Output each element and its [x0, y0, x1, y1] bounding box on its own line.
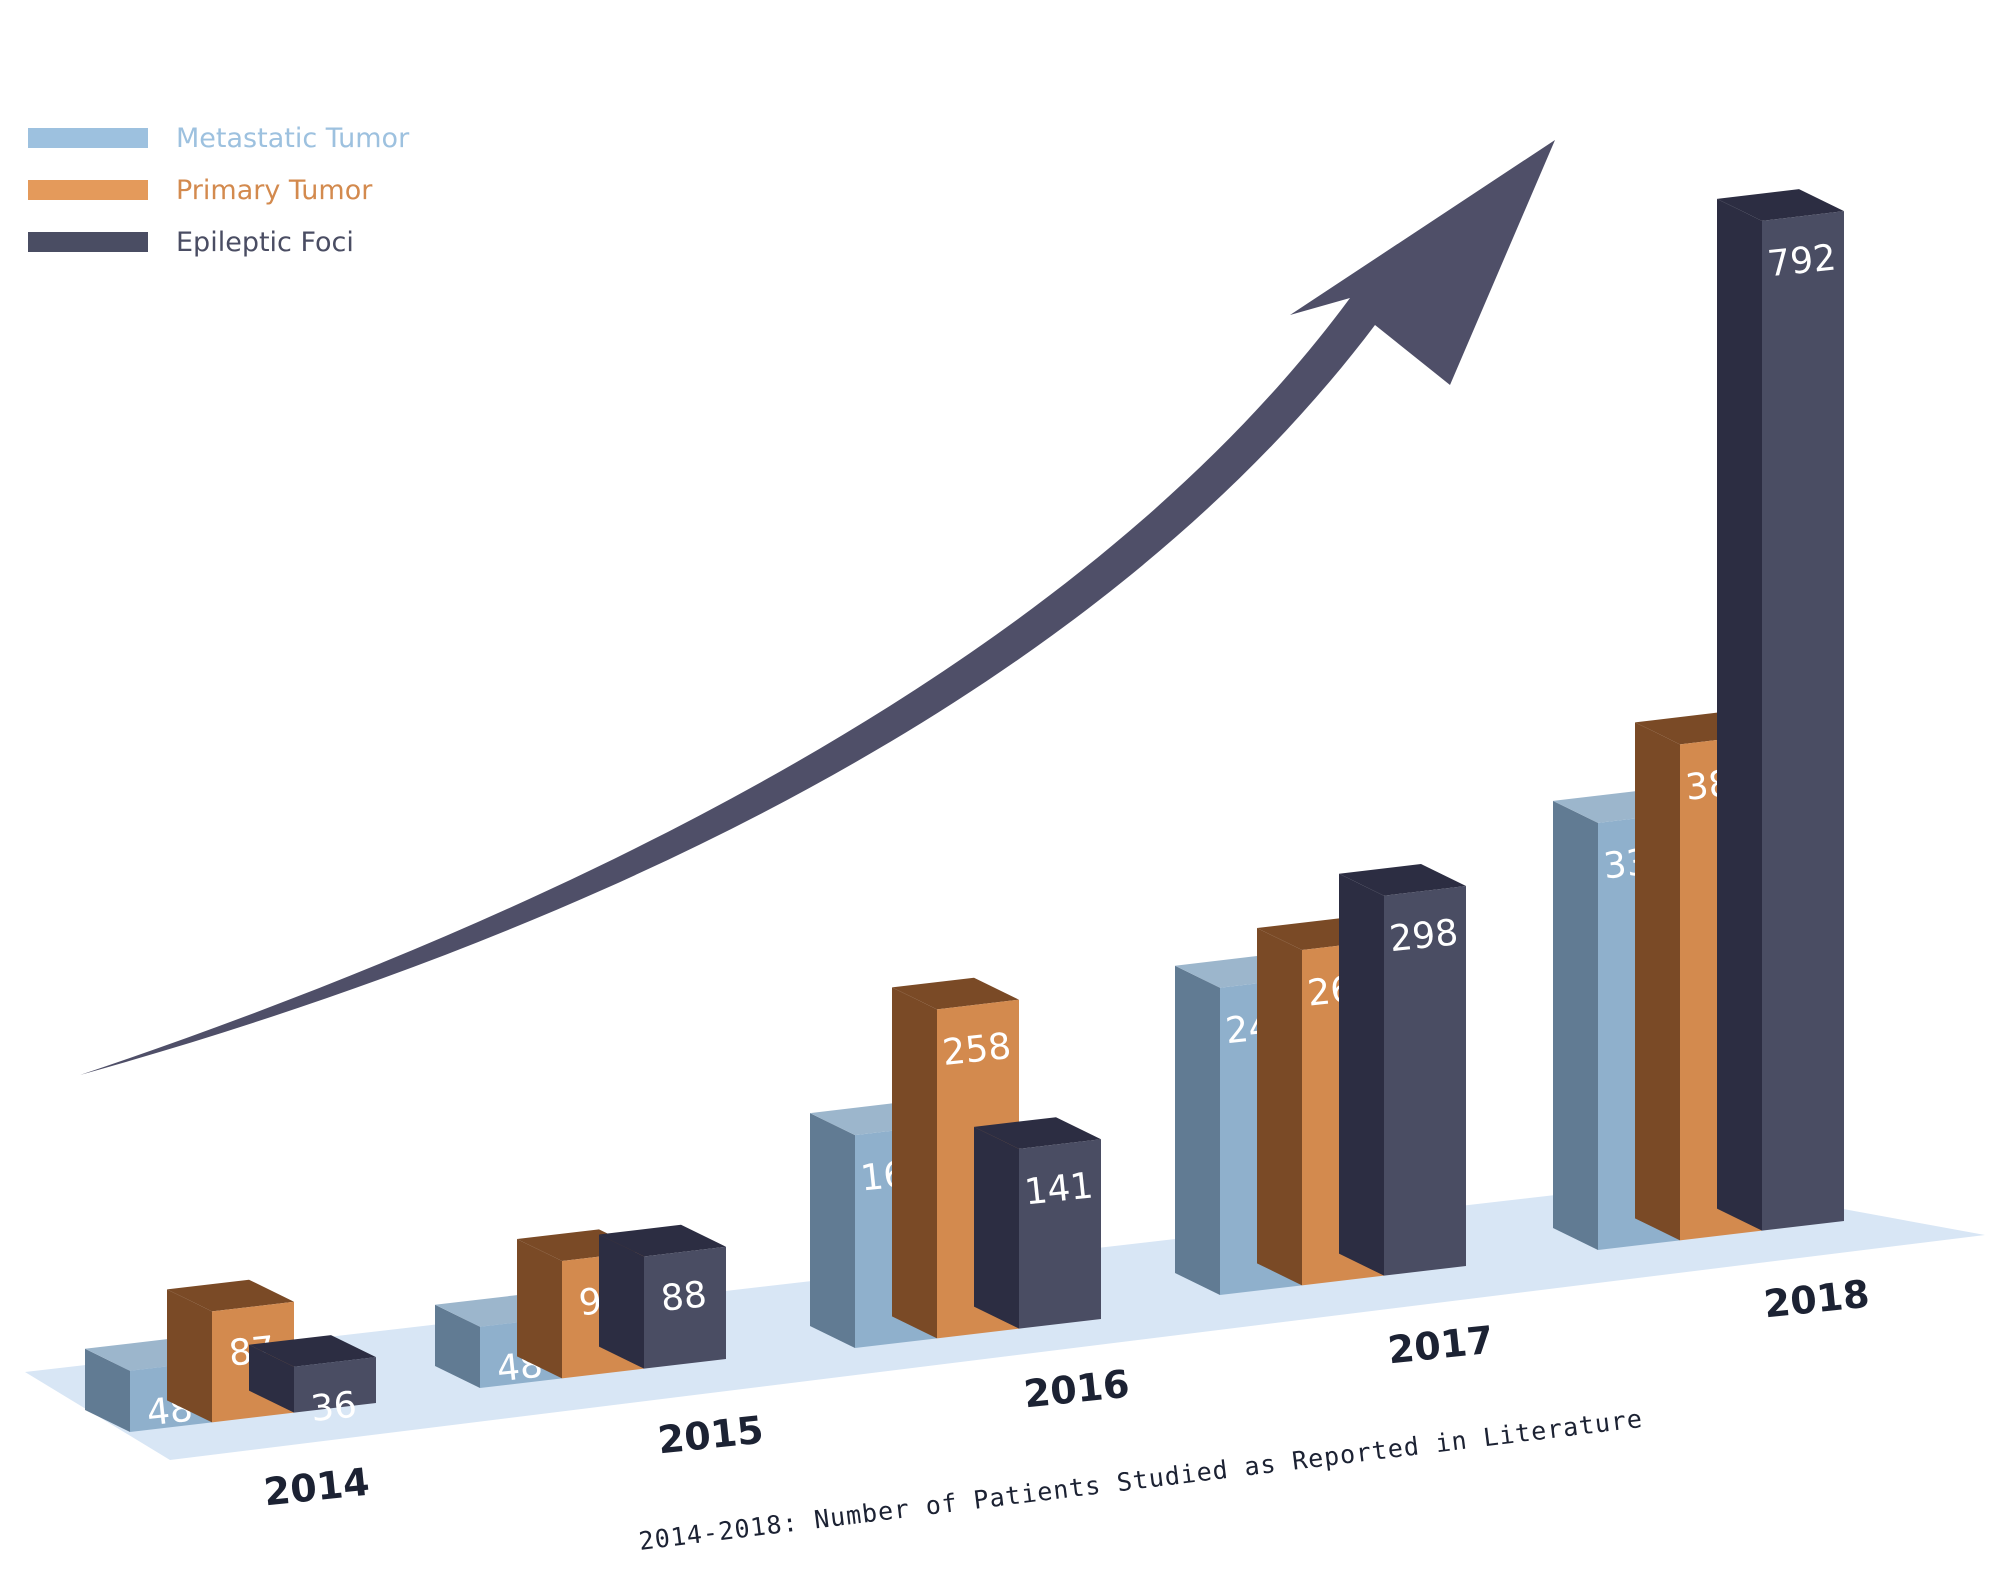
bar-side-face [1175, 965, 1220, 1295]
bar-front-face [1019, 1139, 1101, 1329]
bar-side-face [810, 1113, 855, 1348]
legend-item-primary: Primary Tumor [28, 164, 409, 216]
bar-value-label: 141 [1022, 1165, 1095, 1213]
bar-side-face [517, 1239, 562, 1379]
bar-value-label: 258 [940, 1026, 1013, 1074]
legend-item-metastatic: Metastatic Tumor [28, 112, 409, 164]
bar-side-face [1635, 722, 1680, 1241]
bar-top-face [599, 1224, 726, 1257]
bar-side-face [1257, 927, 1302, 1286]
bar-top-face [167, 1279, 294, 1312]
bar-top-face [1339, 864, 1466, 896]
year-labels: 2014 2015 2016 2017 2018 [262, 1272, 1872, 1515]
bar-side-face [1553, 800, 1598, 1250]
bar-front-face [294, 1357, 376, 1413]
bar-side-face [167, 1289, 212, 1423]
bar-2017-epileptic-foci: 298 [1339, 864, 1466, 1276]
year-label-2015: 2015 [656, 1408, 766, 1463]
legend-label-epileptic: Epileptic Foci [176, 226, 354, 258]
year-label-2018: 2018 [1762, 1272, 1872, 1327]
bar-top-face [974, 1117, 1101, 1149]
bar-side-face [249, 1344, 294, 1413]
year-label-2017: 2017 [1386, 1318, 1496, 1373]
chart-caption: 2014-2018: Number of Patients Studied as… [637, 1404, 1644, 1556]
bar-2016-epileptic-foci: 141 [974, 1117, 1101, 1329]
bar-2014-epileptic-foci: 36 [249, 1335, 376, 1430]
bar-front-face [644, 1246, 726, 1369]
bar-top-face [1717, 189, 1844, 221]
bar-2018-epileptic-foci: 792 [1717, 189, 1844, 1231]
bar-side-face [599, 1234, 644, 1369]
legend-item-epileptic: Epileptic Foci [28, 216, 409, 268]
bar-top-face [892, 977, 1019, 1010]
bar-side-face [1339, 873, 1384, 1276]
bar-side-face [85, 1348, 130, 1432]
bar-2015-epileptic-foci: 88 [599, 1224, 726, 1369]
bar-value-label: 298 [1387, 912, 1460, 960]
bars-group: 488736489288167258141241263298335389792 [85, 189, 1844, 1434]
bar-value-label: 36 [309, 1385, 359, 1431]
year-label-2016: 2016 [1022, 1362, 1132, 1417]
bar-front-face [1762, 211, 1844, 1231]
bar-value-label: 792 [1765, 237, 1838, 285]
bar-side-face [974, 1126, 1019, 1329]
bar-side-face [892, 987, 937, 1339]
bar-side-face [1717, 198, 1762, 1231]
legend-swatch-primary [28, 180, 148, 200]
legend-swatch-epileptic [28, 232, 148, 252]
year-label-2014: 2014 [262, 1460, 372, 1515]
legend-label-primary: Primary Tumor [176, 174, 373, 206]
legend: Metastatic Tumor Primary Tumor Epileptic… [28, 112, 409, 268]
legend-label-metastatic: Metastatic Tumor [176, 122, 410, 154]
bar-front-face [1384, 886, 1466, 1276]
bar-value-label: 88 [659, 1274, 709, 1320]
legend-swatch-metastatic [28, 128, 148, 148]
bar-side-face [435, 1304, 480, 1388]
bar-top-face [249, 1335, 376, 1367]
